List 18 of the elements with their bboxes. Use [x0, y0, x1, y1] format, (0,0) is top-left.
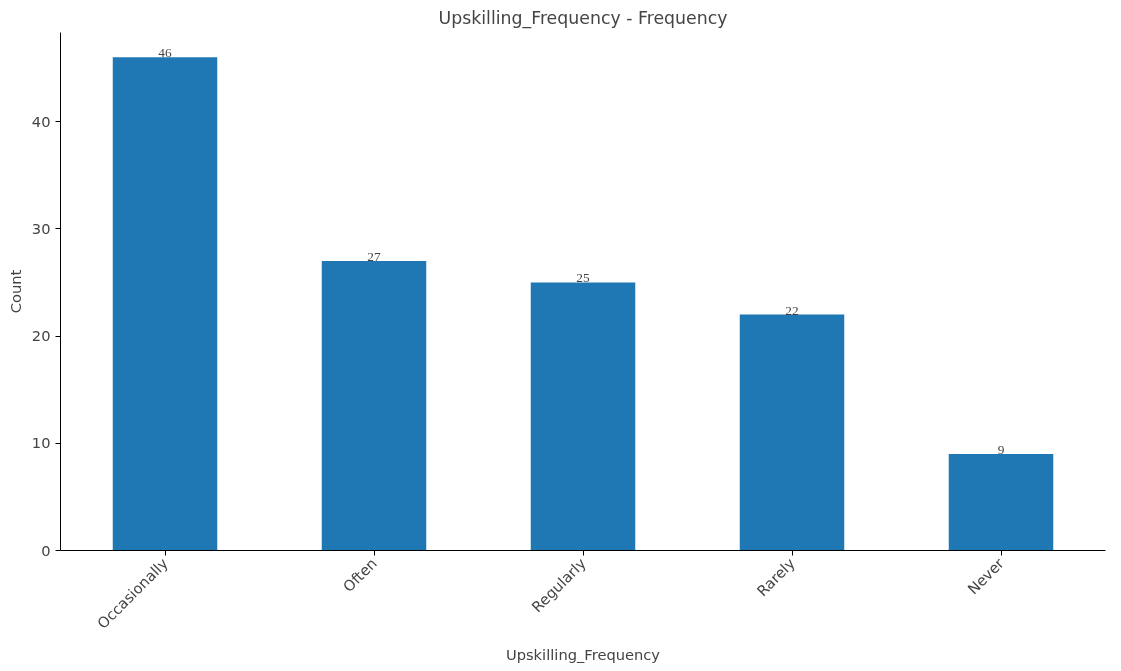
chart-title: Upskilling_Frequency - Frequency — [438, 7, 728, 29]
data-label: 22 — [785, 302, 799, 318]
data-label: 9 — [997, 441, 1005, 457]
data-label: 46 — [158, 45, 172, 61]
y-tick-label: 0 — [41, 541, 51, 559]
y-tick-label: 20 — [31, 327, 51, 345]
x-axis-title: Upskilling_Frequency — [505, 645, 661, 663]
data-label: 25 — [576, 270, 590, 286]
y-tick-label: 30 — [31, 219, 51, 237]
y-tick-label: 40 — [31, 112, 51, 130]
data-label: 27 — [367, 248, 381, 264]
y-axis-title: Count — [6, 269, 24, 314]
y-tick-label: 10 — [31, 434, 51, 452]
bar — [321, 260, 427, 551]
bar — [739, 314, 845, 551]
bar — [530, 282, 636, 551]
bar — [948, 453, 1054, 551]
bar — [112, 57, 218, 551]
